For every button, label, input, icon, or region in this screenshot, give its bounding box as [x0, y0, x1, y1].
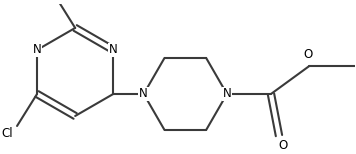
- Text: N: N: [109, 43, 118, 57]
- Text: O: O: [303, 48, 313, 61]
- Text: N: N: [222, 87, 231, 100]
- Text: N: N: [139, 87, 148, 100]
- Text: N: N: [33, 43, 41, 57]
- Text: O: O: [278, 140, 288, 152]
- Text: Cl: Cl: [2, 128, 13, 140]
